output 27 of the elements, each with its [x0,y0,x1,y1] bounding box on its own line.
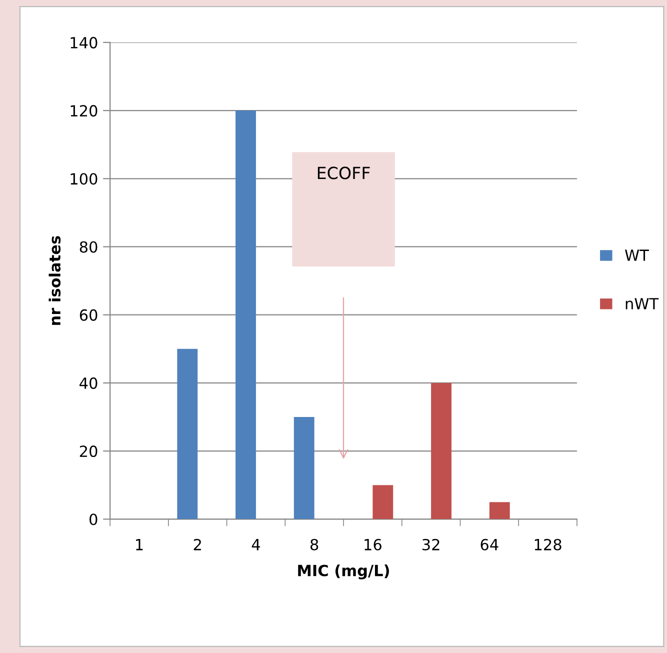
bar [294,416,314,520]
legend-label: nWT [626,298,659,310]
x-tick-label: 16 [364,538,382,550]
x-tick-label: 4 [252,539,260,550]
annotation: ECOFF [318,166,370,180]
bar [489,502,510,520]
y-tick-label: 60 [80,309,98,321]
x-tick-label: 1 [136,539,143,550]
y-tick-label: 140 [70,36,98,48]
y-tick-label: 80 [80,241,98,253]
x-tick-label: 32 [422,538,440,550]
y-tick-label: 20 [80,446,98,458]
x-tick-label: 64 [480,538,498,550]
y-tick-label: 120 [70,105,98,117]
bar [372,485,394,520]
x-tick-label: 128 [534,538,562,550]
y-tick-label: 40 [80,377,98,389]
y-tick-label: 100 [70,173,98,185]
bar [431,382,452,520]
y-tick-label: 0 [90,514,98,526]
bar [177,348,198,520]
bar [236,110,256,520]
legend-label: WT [624,250,649,261]
y-axis-title: nr isolates [48,236,61,325]
x-axis-title: MIC (mg/L) [298,564,389,580]
x-tick-label: 8 [310,538,318,550]
x-tick-label: 2 [194,538,201,550]
